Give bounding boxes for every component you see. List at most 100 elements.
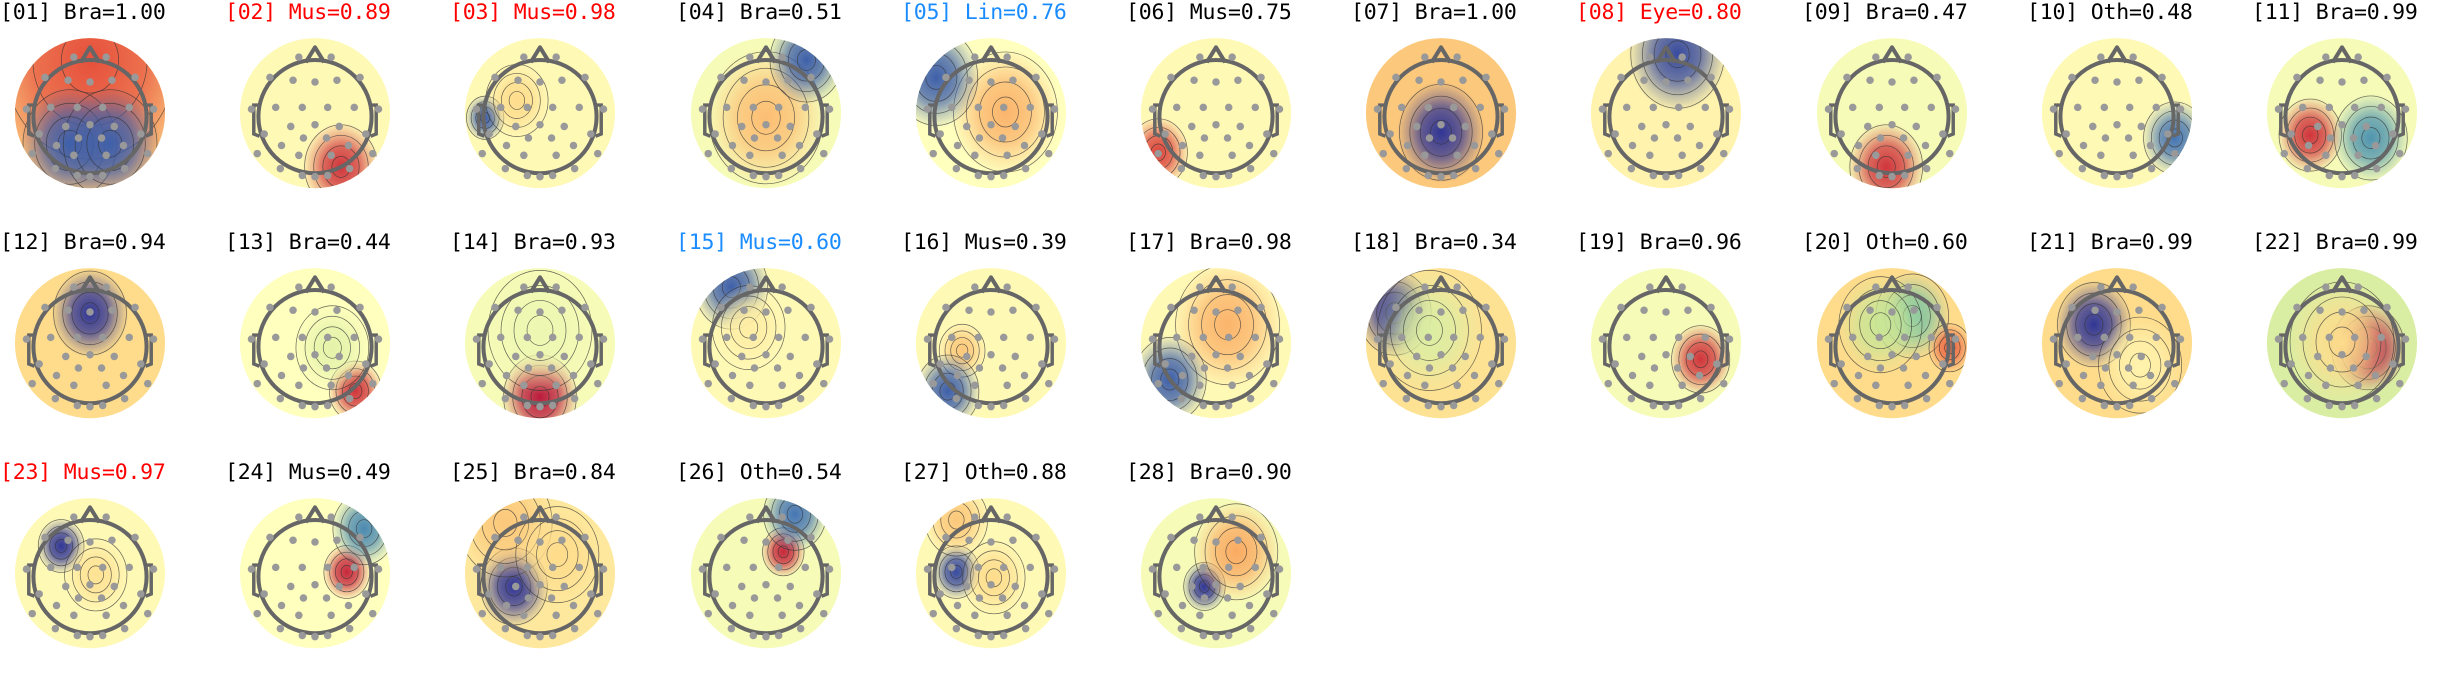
- ear-icon: [1720, 103, 1729, 138]
- nose-icon: [1881, 45, 1903, 64]
- topomap: [464, 498, 616, 649]
- ear-icon: [820, 563, 829, 598]
- component-title: [12] Bra=0.94: [0, 230, 166, 255]
- ear-icon: [252, 563, 261, 598]
- topomap: [464, 268, 616, 419]
- ear-icon: [144, 563, 153, 598]
- ear-icon: [477, 333, 486, 368]
- ear-icon: [1720, 333, 1729, 368]
- ear-icon: [27, 103, 36, 138]
- component-title: [27] Oth=0.88: [901, 460, 1067, 485]
- ear-icon: [1045, 333, 1054, 368]
- ear-icon: [1829, 103, 1838, 138]
- component-title: [08] Eye=0.80: [1576, 0, 1742, 25]
- ear-icon: [369, 103, 378, 138]
- component-title: [17] Bra=0.98: [1126, 230, 1292, 255]
- nose-icon: [304, 45, 326, 64]
- component-title: [21] Bra=0.99: [2027, 230, 2193, 255]
- nose-icon: [304, 505, 326, 524]
- component-title: [05] Lin=0.76: [901, 0, 1067, 25]
- topomap: [690, 498, 842, 649]
- ear-icon: [144, 103, 153, 138]
- component-panel-18: [18] Bra=0.34: [1351, 230, 1576, 460]
- component-panel-28: [28] Bra=0.90: [1126, 460, 1351, 690]
- nose-icon: [1205, 275, 1227, 294]
- component-title: [24] Mus=0.49: [225, 460, 391, 485]
- ear-icon: [1045, 103, 1054, 138]
- component-title: [07] Bra=1.00: [1351, 0, 1517, 25]
- nose-icon: [529, 505, 551, 524]
- topomap: [2266, 268, 2418, 419]
- ear-icon: [1378, 333, 1387, 368]
- nose-icon: [1205, 505, 1227, 524]
- topomap: [239, 268, 391, 419]
- ear-icon: [928, 103, 937, 138]
- ear-icon: [1378, 103, 1387, 138]
- component-panel-25: [25] Bra=0.84: [450, 460, 675, 690]
- topomap-grid: [01] Bra=1.00 [02] Mus=0.89 [03] Mus=0.9…: [0, 0, 2438, 649]
- component-title: [26] Oth=0.54: [676, 460, 842, 485]
- component-panel-14: [14] Bra=0.93: [450, 230, 675, 460]
- ear-icon: [1603, 333, 1612, 368]
- nose-icon: [2106, 45, 2128, 64]
- ear-icon: [703, 333, 712, 368]
- component-panel-03: [03] Mus=0.98: [450, 0, 675, 230]
- ear-icon: [369, 333, 378, 368]
- ear-icon: [1829, 333, 1838, 368]
- component-panel-08: [08] Eye=0.80: [1576, 0, 1801, 230]
- component-panel-01: [01] Bra=1.00: [0, 0, 225, 230]
- ear-icon: [1495, 333, 1504, 368]
- ear-icon: [2396, 333, 2405, 368]
- ear-icon: [2279, 103, 2288, 138]
- component-title: [25] Bra=0.84: [450, 460, 616, 485]
- topomap: [239, 498, 391, 649]
- ear-icon: [594, 563, 603, 598]
- nose-icon: [1430, 275, 1452, 294]
- ear-icon: [252, 333, 261, 368]
- ear-icon: [1946, 333, 1955, 368]
- topomap: [1140, 268, 1292, 419]
- ear-icon: [252, 103, 261, 138]
- ear-icon: [1153, 103, 1162, 138]
- nose-icon: [1881, 275, 1903, 294]
- component-panel-11: [11] Bra=0.99: [2252, 0, 2438, 230]
- nose-icon: [79, 45, 101, 64]
- component-title: [15] Mus=0.60: [676, 230, 842, 255]
- component-panel-22: [22] Bra=0.99: [2252, 230, 2438, 460]
- ear-icon: [1045, 563, 1054, 598]
- ear-icon: [144, 333, 153, 368]
- ear-icon: [1153, 563, 1162, 598]
- ear-icon: [2054, 103, 2063, 138]
- component-title: [19] Bra=0.96: [1576, 230, 1742, 255]
- ear-icon: [27, 563, 36, 598]
- ear-icon: [2171, 333, 2180, 368]
- nose-icon: [755, 45, 777, 64]
- ear-icon: [1946, 103, 1955, 138]
- topomap: [1140, 498, 1292, 649]
- ear-icon: [594, 103, 603, 138]
- component-title: [28] Bra=0.90: [1126, 460, 1292, 485]
- component-panel-27: [27] Oth=0.88: [901, 460, 1126, 690]
- ear-icon: [703, 563, 712, 598]
- ear-icon: [820, 333, 829, 368]
- component-title: [13] Bra=0.44: [225, 230, 391, 255]
- component-title: [16] Mus=0.39: [901, 230, 1067, 255]
- ear-icon: [1603, 103, 1612, 138]
- topomap: [1365, 38, 1517, 189]
- component-panel-17: [17] Bra=0.98: [1126, 230, 1351, 460]
- ear-icon: [820, 103, 829, 138]
- ear-icon: [369, 563, 378, 598]
- nose-icon: [980, 45, 1002, 64]
- component-panel-16: [16] Mus=0.39: [901, 230, 1126, 460]
- ear-icon: [594, 333, 603, 368]
- component-panel-15: [15] Mus=0.60: [676, 230, 901, 460]
- component-panel-02: [02] Mus=0.89: [225, 0, 450, 230]
- ear-icon: [477, 563, 486, 598]
- component-panel-07: [07] Bra=1.00: [1351, 0, 1576, 230]
- nose-icon: [755, 505, 777, 524]
- ear-icon: [2171, 103, 2180, 138]
- component-panel-04: [04] Bra=0.51: [676, 0, 901, 230]
- ear-icon: [477, 103, 486, 138]
- topomap: [464, 38, 616, 189]
- ear-icon: [1270, 563, 1279, 598]
